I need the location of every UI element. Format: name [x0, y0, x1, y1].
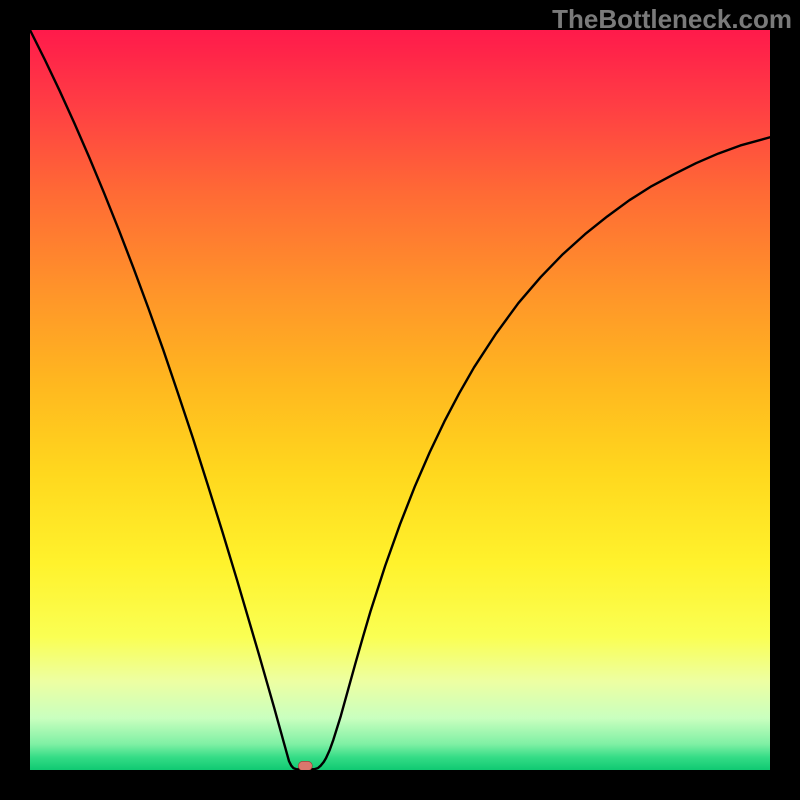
plot-area: [30, 30, 770, 770]
gradient-background: [30, 30, 770, 770]
watermark-label: TheBottleneck.com: [552, 4, 792, 35]
chart-svg: [30, 30, 770, 770]
optimum-marker: [298, 761, 312, 770]
